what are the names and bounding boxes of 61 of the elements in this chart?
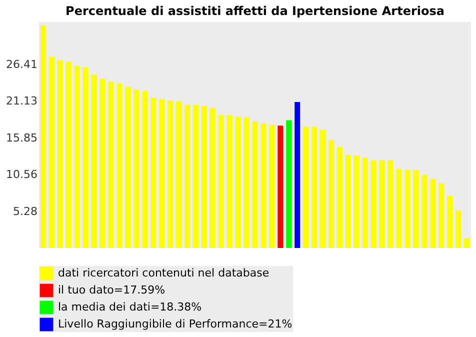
bar <box>328 140 334 248</box>
bar <box>269 124 275 248</box>
bar <box>320 130 326 248</box>
bar <box>370 160 376 248</box>
bar <box>345 154 351 248</box>
bar <box>422 174 428 248</box>
bar <box>108 82 114 248</box>
bar <box>218 115 224 248</box>
bar <box>168 100 174 248</box>
bar <box>379 160 385 248</box>
bar <box>176 101 182 248</box>
bar <box>57 60 63 248</box>
bar <box>134 89 140 248</box>
bar <box>82 67 88 248</box>
bar <box>244 117 250 248</box>
bar <box>226 115 232 248</box>
bar <box>159 99 165 248</box>
chart-title: Percentuale di assistiti affetti da Ipertensione Arteriosa <box>66 4 444 18</box>
bar <box>278 126 284 248</box>
bar <box>235 116 241 248</box>
bar <box>116 83 122 248</box>
legend-label: Livello Raggiungibile di Performance=21% <box>58 318 292 330</box>
bar <box>464 238 470 248</box>
bar <box>100 79 106 248</box>
y-tick-label: 10.56 <box>6 168 38 182</box>
bar <box>125 86 131 248</box>
bar <box>260 124 266 248</box>
legend-label: la media dei dati=18.38% <box>58 300 202 314</box>
bar <box>362 158 368 248</box>
bar <box>396 168 402 248</box>
bar <box>74 66 80 248</box>
bar <box>413 170 419 248</box>
bar <box>184 104 190 248</box>
bar <box>447 196 453 248</box>
legend-label: dati ricercatori contenuti nel database <box>58 266 270 280</box>
bar <box>201 106 207 248</box>
bar <box>252 121 258 248</box>
bar <box>303 127 309 248</box>
bar <box>404 170 410 248</box>
bar <box>286 120 292 248</box>
bar <box>66 62 72 248</box>
y-tick-label: 5.28 <box>13 204 38 218</box>
bar <box>438 183 444 248</box>
bar <box>312 127 318 248</box>
bar <box>150 98 156 248</box>
bar <box>456 210 462 248</box>
bar <box>336 147 342 248</box>
bar <box>388 160 394 248</box>
bar <box>430 179 436 248</box>
bar <box>210 108 216 248</box>
y-tick-label: 26.41 <box>6 58 38 71</box>
bar <box>354 156 360 248</box>
bar <box>40 25 46 248</box>
bar <box>91 74 97 248</box>
y-tick-label: 15.85 <box>6 131 38 144</box>
bar <box>48 56 54 248</box>
bar <box>142 90 148 248</box>
bar <box>294 102 300 248</box>
bar <box>192 104 198 248</box>
legend-label: il tuo dato=17.59% <box>58 284 166 296</box>
y-tick-label: 21.13 <box>6 94 38 108</box>
